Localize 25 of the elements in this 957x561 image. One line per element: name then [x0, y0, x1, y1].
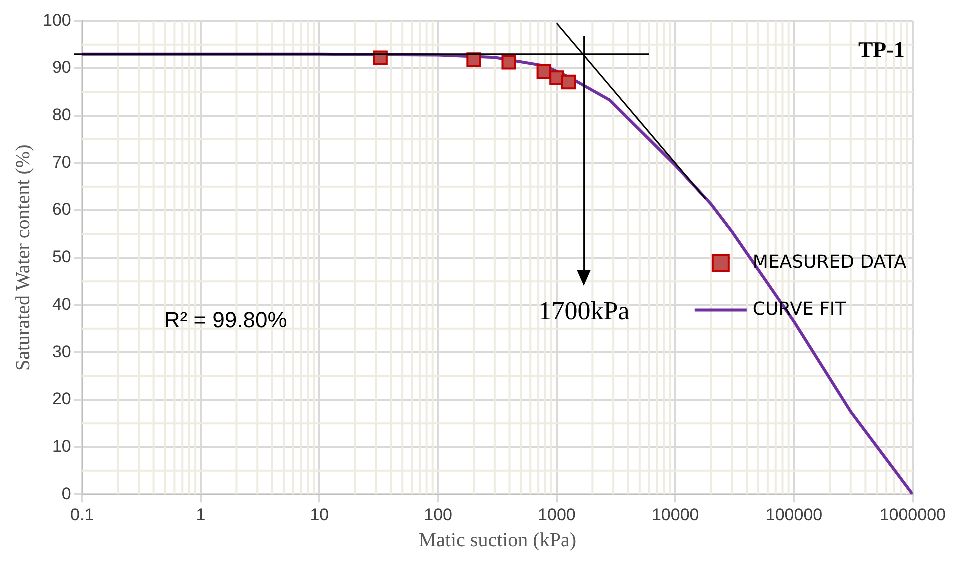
x-tick-label: 10	[310, 505, 330, 524]
annotation: R² = 99.80%	[164, 307, 288, 332]
x-tick-label: 10000	[652, 505, 700, 524]
y-tick-label: 0	[62, 484, 72, 504]
ref-line-label: 1700kPa	[538, 296, 630, 326]
y-tick-label: 30	[52, 342, 72, 362]
y-tick-label: 90	[52, 58, 72, 78]
x-tick-label: 0.1	[70, 505, 94, 524]
x-tick-label: 100	[424, 505, 452, 524]
y-tick-label: 60	[52, 200, 72, 220]
y-tick-label: 70	[52, 152, 72, 172]
x-tick-label: 1000000	[880, 505, 946, 524]
y-tick-label: 10	[52, 436, 72, 456]
x-tick-label: 1000	[538, 505, 576, 524]
y-tick-label: 80	[52, 106, 72, 125]
y-tick-label: 40	[52, 294, 72, 314]
x-tick-label: 1	[196, 505, 206, 524]
x-tick-label: 100000	[766, 505, 823, 524]
y-tick-label: 100	[42, 10, 72, 30]
x-axis-title: Matic suction (kPa)	[418, 529, 577, 552]
legend-label: MEASURED DATA	[752, 252, 908, 273]
y-tick-label: 20	[52, 390, 72, 409]
y-axis-title: Saturated Water content (%)	[12, 144, 34, 372]
y-tick-label: 50	[52, 248, 72, 267]
annotation: TP-1	[858, 36, 905, 62]
